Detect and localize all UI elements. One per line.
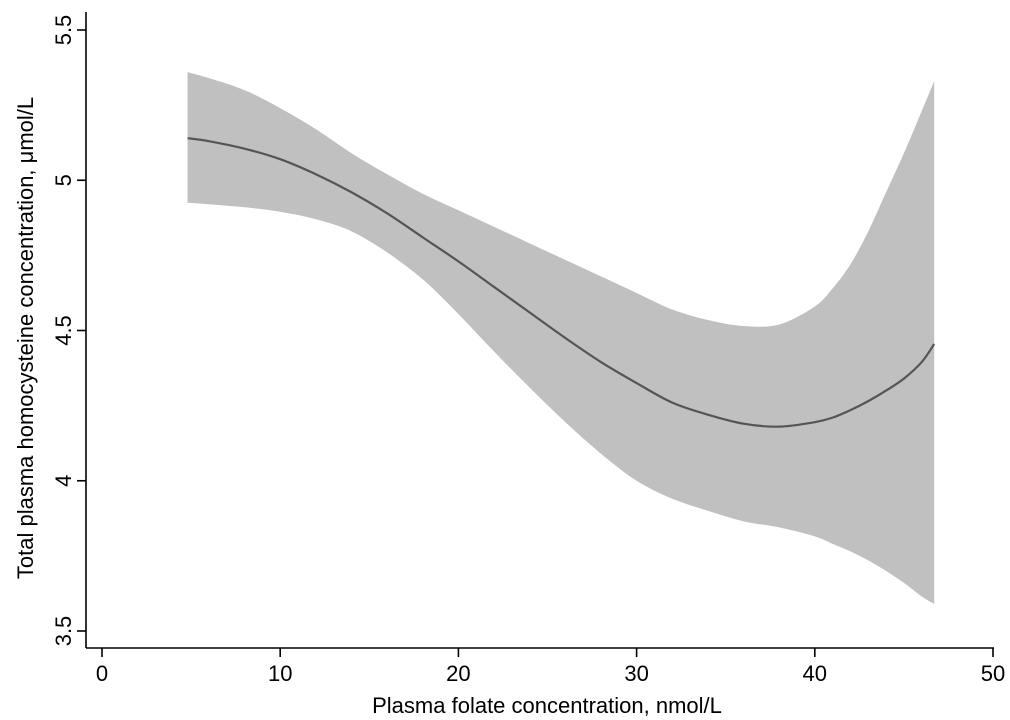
- fitted-line: [187, 137, 936, 428]
- y-tick-label: 5.5: [51, 15, 76, 46]
- tick-marks: [77, 29, 994, 657]
- y-tick-label: 4: [51, 475, 76, 487]
- y-tick-label: 4.5: [51, 315, 76, 346]
- x-tick-label: 20: [446, 661, 470, 686]
- x-tick-label: 10: [268, 661, 292, 686]
- y-axis-title: Total plasma homocysteine concentration,…: [13, 97, 38, 579]
- x-tick-label: 0: [96, 661, 108, 686]
- x-axis-title: Plasma folate concentration, nmol/L: [372, 693, 722, 718]
- fitted-line-layer: [187, 137, 936, 428]
- x-tick-label: 40: [803, 661, 827, 686]
- x-tick-label: 30: [624, 661, 648, 686]
- x-tick-label: 50: [981, 661, 1005, 686]
- tick-labels: 0 10 20 30 40 50 3.5 4 4.5 5 5.5: [51, 15, 1005, 686]
- confidence-band-layer: [187, 72, 935, 604]
- y-tick-label: 3.5: [51, 616, 76, 647]
- confidence-band: [187, 72, 935, 604]
- y-tick-label: 5: [51, 174, 76, 186]
